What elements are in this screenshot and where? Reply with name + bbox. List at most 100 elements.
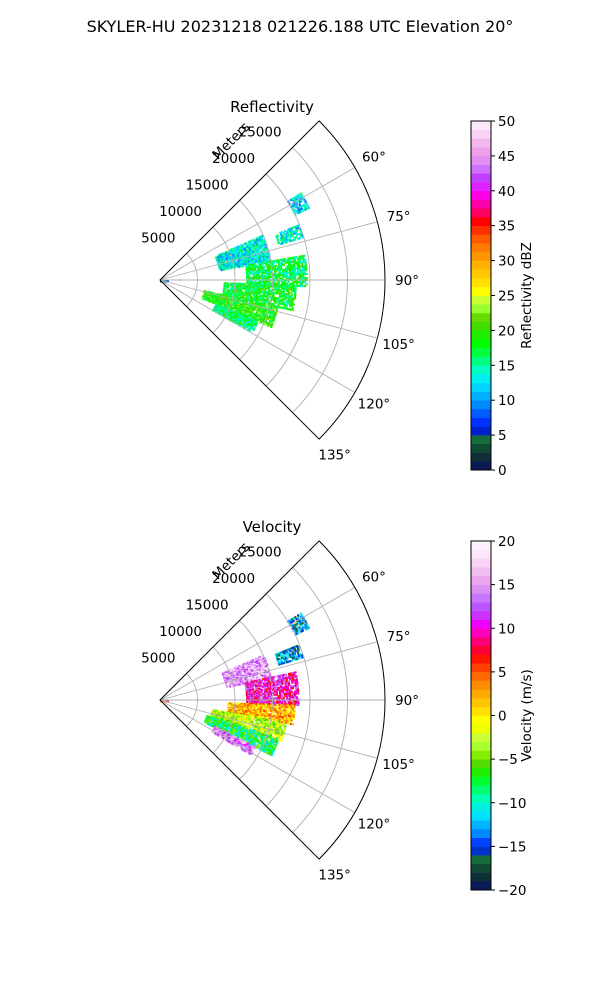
echo-gate — [259, 733, 262, 736]
echo-gate — [264, 323, 267, 326]
echo-gate — [246, 686, 250, 689]
echo-gate — [255, 298, 258, 301]
echo-gate — [280, 721, 283, 724]
echo-gate — [300, 620, 303, 623]
echo-gate — [258, 304, 261, 307]
echo-gate — [270, 734, 273, 737]
echo-gate — [242, 724, 245, 727]
echo-gate — [270, 679, 273, 682]
echo-gate — [264, 715, 267, 718]
echo-gate — [279, 294, 282, 297]
echo-gate — [289, 284, 292, 287]
echo-gate — [290, 271, 293, 274]
echo-gate — [241, 290, 244, 293]
echo-gate — [270, 732, 273, 735]
echo-gate — [255, 726, 258, 729]
echo-gate — [294, 277, 297, 280]
echo-gate — [254, 261, 257, 264]
echo-gate — [236, 289, 239, 292]
echo-gate — [271, 752, 274, 755]
echo-gate — [294, 683, 297, 686]
echo-gate — [289, 678, 292, 681]
echo-gate — [237, 731, 240, 734]
echo-gate — [256, 700, 259, 703]
echo-gate — [249, 750, 252, 753]
echo-gate — [294, 681, 297, 684]
echo-gate — [294, 262, 297, 265]
echo-gate — [259, 238, 262, 242]
echo-gate — [262, 695, 265, 698]
echo-gate — [257, 676, 260, 679]
echo-gate — [205, 721, 208, 724]
echo-gate — [278, 722, 281, 725]
echo-gate — [229, 669, 232, 672]
echo-gate — [251, 740, 254, 743]
echo-gate — [251, 672, 254, 675]
echo-gate — [295, 271, 298, 274]
echo-gate — [262, 256, 265, 259]
echo-gate — [280, 717, 283, 720]
echo-gate — [248, 727, 251, 730]
echo-gate — [289, 231, 293, 234]
echo-gate — [259, 723, 262, 726]
echo-gate — [243, 312, 246, 315]
echo-gate — [233, 716, 236, 719]
echo-gate — [253, 705, 256, 709]
echo-gate — [282, 679, 285, 682]
echo-gate — [283, 229, 287, 233]
echo-gate — [238, 675, 241, 678]
echo-gate — [291, 308, 294, 312]
echo-gate — [266, 743, 269, 746]
echo-gate — [262, 657, 265, 661]
echo-gate — [263, 316, 266, 319]
echo-gate — [294, 684, 298, 688]
echo-gate — [246, 310, 249, 313]
echo-gate — [291, 264, 294, 267]
echo-gate — [250, 691, 253, 694]
echo-gate — [280, 655, 283, 658]
echo-gate — [255, 296, 258, 299]
echo-gate — [258, 662, 261, 665]
echo-gate — [246, 262, 249, 266]
echo-gate — [284, 701, 287, 704]
echo-gate — [288, 270, 291, 273]
echo-gate — [249, 298, 253, 301]
echo-gate — [242, 299, 245, 302]
echo-gate — [253, 684, 256, 687]
echo-gate — [255, 685, 258, 688]
echo-gate — [246, 325, 249, 328]
echo-gate — [290, 297, 293, 300]
echo-gate — [272, 698, 275, 701]
echo-gate — [272, 724, 275, 727]
echo-gate — [212, 296, 215, 299]
echo-gate — [298, 193, 301, 196]
echo-gate — [256, 302, 260, 305]
echo-gate — [259, 271, 262, 274]
echo-gate — [269, 317, 273, 320]
echo-gate — [249, 280, 252, 283]
echo-gate — [245, 725, 248, 728]
echo-gate — [246, 284, 249, 287]
echo-gate — [245, 688, 248, 691]
echo-gate — [239, 678, 242, 681]
echo-gate — [254, 280, 257, 283]
echo-gate — [281, 285, 284, 289]
echo-gate — [266, 247, 269, 251]
echo-gate — [253, 747, 256, 750]
echo-gate — [260, 716, 263, 719]
echo-gate — [299, 277, 302, 280]
echo-gate — [227, 257, 231, 260]
echo-gate — [265, 745, 268, 749]
echo-gate — [260, 236, 263, 240]
echo-gate — [238, 728, 241, 731]
colorbar-segment — [471, 391, 491, 401]
echo-gate — [260, 717, 263, 720]
echo-gate — [254, 287, 257, 290]
echo-gate — [249, 713, 252, 716]
echo-gate — [255, 258, 258, 261]
echo-gate — [213, 725, 216, 728]
echo-gate — [269, 690, 272, 693]
echo-gate — [282, 268, 285, 272]
echo-gate — [251, 710, 254, 714]
